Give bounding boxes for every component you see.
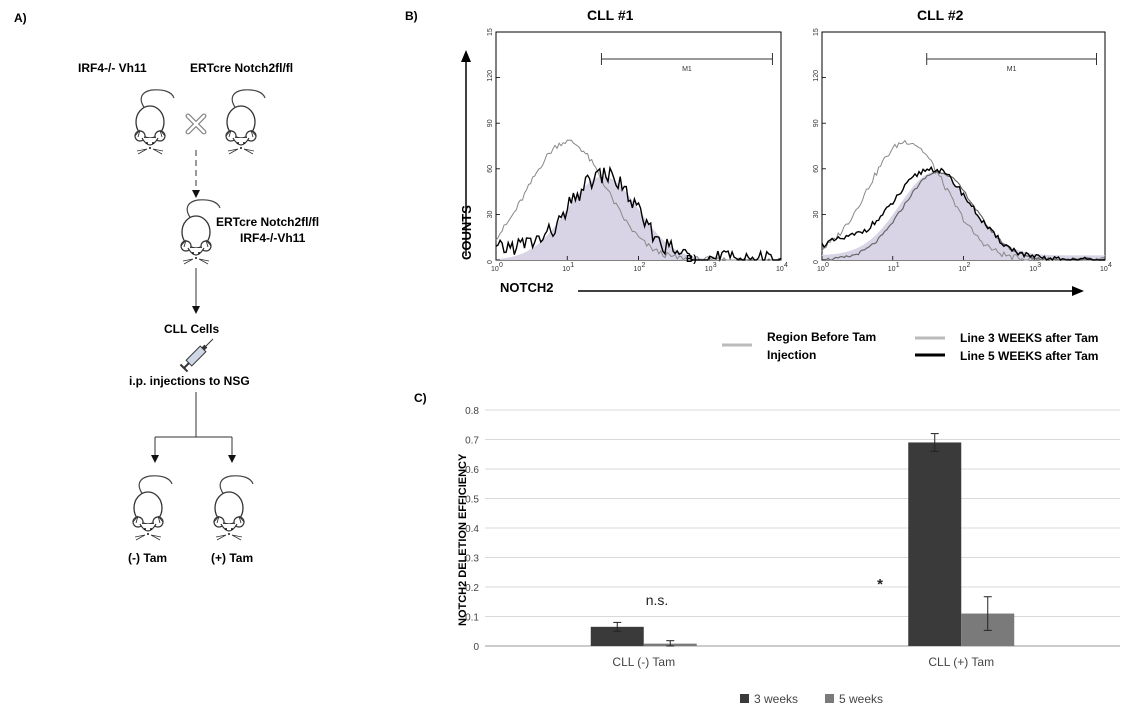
histogram-line-3weeks: [822, 170, 1106, 261]
y-tick-label: 90: [487, 119, 494, 127]
y-tick-label: 30: [487, 211, 494, 219]
offspring-line1: ERTcre Notch2fl/fl: [216, 215, 319, 229]
y-tick-label: 0: [813, 260, 820, 264]
gate-label: M1: [682, 66, 692, 73]
x-tick-exponent: 4: [1108, 262, 1112, 269]
x-tick-exponent: 1: [570, 262, 574, 269]
counts-label: COUNTS: [459, 205, 474, 260]
group-minus-label: (-) Tam: [128, 551, 167, 565]
arrow-head: [151, 455, 159, 463]
legend-label: 3 weeks: [754, 692, 798, 706]
x-tick-label: 10: [634, 266, 642, 273]
y-tick-label: 120: [813, 70, 820, 82]
x-tick-label: 10: [1100, 266, 1108, 273]
mouse-icon: [132, 475, 173, 541]
legend-swatch: [825, 694, 834, 703]
histogram-title-2: CLL #2: [917, 7, 964, 23]
x-tick-label: 10: [562, 266, 570, 273]
parent-right-label: ERTcre Notch2fl/fl: [190, 61, 293, 75]
y-tick-label: 60: [813, 165, 820, 173]
histogram-region-fill: [822, 171, 1105, 260]
injection-label: i.p. injections to NSG: [129, 374, 250, 388]
histogram-line-5weeks: [495, 165, 782, 263]
significance-star: *: [877, 576, 883, 593]
stray-label: B): [686, 254, 697, 265]
bar-chart-ylabel: NOTCH2 DELETION EFFICIENCY: [457, 453, 469, 626]
gate-label: M1: [1007, 66, 1017, 73]
y-tick-label: 90: [813, 119, 820, 127]
y-tick-label: 120: [487, 70, 494, 82]
x-tick-exponent: 0: [825, 262, 829, 269]
cells-label: CLL Cells: [164, 322, 219, 336]
deletion-efficiency-chart: 0 0.1 0.2 0.3 0.4 0.5 0.6 0.7 0.8 CLL (-) Tam CLL …: [465, 406, 1120, 706]
y-tick-label: 0: [487, 260, 494, 264]
x-tick-label: 10: [705, 266, 713, 273]
y-tick-label: 15: [813, 28, 820, 36]
category-label: CLL (+) Tam: [928, 655, 994, 669]
y-tick-label: 60: [487, 165, 494, 173]
y-tick-label: 0.1: [465, 613, 479, 624]
bar-3weeks: [590, 626, 644, 646]
mouse-icon: [225, 89, 266, 155]
x-tick-label: 10: [491, 266, 499, 273]
mouse-icon: [213, 475, 254, 541]
legend-label: 5 weeks: [839, 692, 883, 706]
y-tick-label: 0.7: [465, 436, 479, 447]
y-tick-label: 0.8: [465, 406, 479, 417]
legend-swatch: [740, 694, 749, 703]
x-tick-label: 10: [1029, 266, 1037, 273]
x-tick-exponent: 3: [713, 262, 717, 269]
y-tick-label: 15: [487, 28, 494, 36]
legend-region-line1: Region Before Tam: [767, 330, 876, 344]
syringe-icon: [179, 338, 214, 373]
ns-annotation: n.s.: [646, 592, 669, 608]
y-tick-label: 0.6: [465, 465, 479, 476]
legend-region-line2: Injection: [767, 348, 816, 362]
x-tick-exponent: 2: [642, 262, 646, 269]
histogram-line-before: [495, 139, 782, 261]
y-tick-label: 0.4: [465, 524, 479, 535]
arrow-head: [228, 455, 236, 463]
x-tick-label: 10: [959, 266, 967, 273]
panel-b-label: B): [405, 9, 418, 23]
category-label: CLL (-) Tam: [612, 655, 675, 669]
mouse-icon: [134, 89, 175, 155]
x-tick-exponent: 3: [1037, 262, 1041, 269]
y-tick-label: 0.2: [465, 583, 479, 594]
cross-icon: [185, 113, 207, 135]
legend-line3: Line 3 WEEKS after Tam: [960, 331, 1098, 345]
histogram-title-1: CLL #1: [587, 7, 634, 23]
x-tick-label: 10: [776, 266, 784, 273]
offspring-line2: IRF4-/-Vh11: [240, 231, 306, 245]
parent-left-label: IRF4-/- Vh11: [78, 61, 147, 75]
x-tick-label: 10: [817, 266, 825, 273]
legend-line5: Line 5 WEEKS after Tam: [960, 349, 1098, 363]
panel-c-label: C): [414, 391, 427, 405]
x-tick-exponent: 0: [499, 262, 503, 269]
notch2-label: NOTCH2: [500, 280, 553, 295]
y-tick-label: 0.3: [465, 554, 479, 565]
histogram-legend: Region Before Tam Injection Line 3 WEEKS…: [722, 330, 1098, 363]
arrow-head: [192, 190, 200, 198]
y-tick-label: 0: [473, 642, 479, 653]
group-plus-label: (+) Tam: [211, 551, 253, 565]
x-tick-exponent: 2: [967, 262, 971, 269]
y-tick-label: 30: [813, 211, 820, 219]
mouse-icon: [180, 199, 221, 265]
x-tick-label: 10: [888, 266, 896, 273]
x-tick-exponent: 1: [896, 262, 900, 269]
histogram-line-5weeks: [821, 165, 1105, 262]
arrow-head: [461, 50, 471, 62]
arrow-head: [1072, 286, 1084, 296]
x-tick-exponent: 4: [784, 262, 788, 269]
arrow-head: [192, 306, 200, 314]
panel-a-label: A): [14, 11, 27, 25]
y-tick-label: 0.5: [465, 495, 479, 506]
histogram-region-fill: [496, 176, 781, 260]
bar-3weeks: [908, 442, 962, 646]
